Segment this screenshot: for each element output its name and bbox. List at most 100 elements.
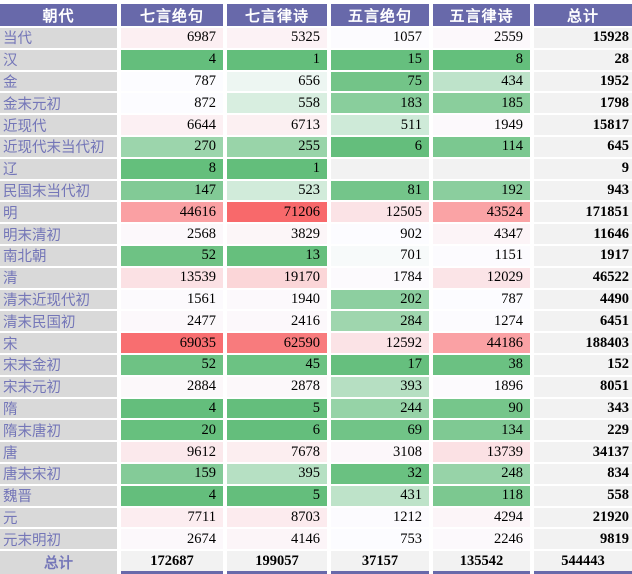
- data-cell: 4: [121, 398, 223, 419]
- data-cell: 183: [331, 93, 429, 114]
- column-header-dynasty: 朝代: [0, 4, 117, 26]
- row-total-cell: 834: [534, 463, 632, 484]
- data-cell: 8: [433, 49, 530, 70]
- data-cell: 17: [331, 354, 429, 375]
- data-cell: 75: [331, 71, 429, 92]
- row-label: 南北朝: [0, 245, 117, 266]
- row-label: 宋末元初: [0, 376, 117, 397]
- data-cell: 523: [227, 180, 327, 201]
- row-label: 民国末当代初: [0, 180, 117, 201]
- row-total-cell: 15928: [534, 28, 632, 48]
- data-cell: 134: [433, 420, 530, 441]
- grand-total-cell: 544443: [534, 551, 632, 574]
- data-cell: [331, 158, 429, 179]
- data-cell: 2559: [433, 28, 530, 48]
- data-cell: 4347: [433, 224, 530, 244]
- row-total-cell: 229: [534, 420, 632, 441]
- row-total-cell: 9: [534, 158, 632, 179]
- data-cell: 2477: [121, 311, 223, 332]
- row-total-cell: 152: [534, 354, 632, 375]
- data-cell: 6987: [121, 28, 223, 48]
- data-cell: 38: [433, 354, 530, 375]
- row-total-cell: 46522: [534, 267, 632, 288]
- row-total-cell: 8051: [534, 376, 632, 397]
- row-label: 明: [0, 202, 117, 223]
- data-cell: 2568: [121, 224, 223, 244]
- data-cell: 255: [227, 136, 327, 157]
- row-total-cell: 15817: [534, 115, 632, 135]
- row-label: 隋末唐初: [0, 420, 117, 441]
- data-cell: 20: [121, 420, 223, 441]
- data-cell: 45: [227, 354, 327, 375]
- data-cell: 1: [227, 49, 327, 70]
- data-cell: 1940: [227, 289, 327, 310]
- data-cell: 3829: [227, 224, 327, 244]
- data-cell: 90: [433, 398, 530, 419]
- data-cell: 69035: [121, 333, 223, 353]
- data-cell: 1: [227, 158, 327, 179]
- data-cell: [433, 158, 530, 179]
- data-cell: 13: [227, 245, 327, 266]
- row-total-cell: 343: [534, 398, 632, 419]
- data-cell: 71206: [227, 202, 327, 223]
- data-cell: 69: [331, 420, 429, 441]
- data-cell: 5: [227, 485, 327, 506]
- data-cell: 44616: [121, 202, 223, 223]
- data-cell: 787: [433, 289, 530, 310]
- data-cell: 8703: [227, 507, 327, 528]
- data-cell: 52: [121, 354, 223, 375]
- data-cell: 284: [331, 311, 429, 332]
- data-cell: 902: [331, 224, 429, 244]
- grand-total-label: 总计: [0, 551, 117, 574]
- row-label: 清: [0, 267, 117, 288]
- row-label: 明末清初: [0, 224, 117, 244]
- row-total-cell: 9819: [534, 529, 632, 550]
- data-cell: 192: [433, 180, 530, 201]
- data-cell: 6713: [227, 115, 327, 135]
- row-label: 宋: [0, 333, 117, 353]
- row-total-cell: 34137: [534, 442, 632, 462]
- data-cell: 5325: [227, 28, 327, 48]
- row-label: 近现代: [0, 115, 117, 135]
- row-label: 辽: [0, 158, 117, 179]
- data-cell: 701: [331, 245, 429, 266]
- data-cell: 12505: [331, 202, 429, 223]
- data-cell: 395: [227, 463, 327, 484]
- data-cell: 52: [121, 245, 223, 266]
- data-cell: 114: [433, 136, 530, 157]
- data-cell: 15: [331, 49, 429, 70]
- data-cell: 787: [121, 71, 223, 92]
- data-cell: 2878: [227, 376, 327, 397]
- data-cell: 62590: [227, 333, 327, 353]
- row-label: 隋: [0, 398, 117, 419]
- row-label: 清末民国初: [0, 311, 117, 332]
- data-cell: 872: [121, 93, 223, 114]
- data-cell: 393: [331, 376, 429, 397]
- data-cell: 6: [227, 420, 327, 441]
- data-cell: 1057: [331, 28, 429, 48]
- row-total-cell: 188403: [534, 333, 632, 353]
- data-cell: 4: [121, 485, 223, 506]
- data-cell: 5: [227, 398, 327, 419]
- data-cell: 248: [433, 463, 530, 484]
- data-cell: 511: [331, 115, 429, 135]
- column-header-total: 总计: [534, 4, 632, 26]
- data-cell: 7678: [227, 442, 327, 462]
- data-cell: 6: [331, 136, 429, 157]
- data-cell: 8: [121, 158, 223, 179]
- data-cell: 1784: [331, 267, 429, 288]
- row-total-cell: 21920: [534, 507, 632, 528]
- data-cell: 9612: [121, 442, 223, 462]
- row-label: 唐: [0, 442, 117, 462]
- column-header-qijue: 七言绝句: [121, 4, 223, 26]
- row-label: 近现代末当代初: [0, 136, 117, 157]
- row-total-cell: 558: [534, 485, 632, 506]
- data-cell: 12029: [433, 267, 530, 288]
- data-cell: 2246: [433, 529, 530, 550]
- row-total-cell: 28: [534, 49, 632, 70]
- data-cell: 1212: [331, 507, 429, 528]
- row-total-cell: 171851: [534, 202, 632, 223]
- data-cell: 4294: [433, 507, 530, 528]
- row-label: 魏晋: [0, 485, 117, 506]
